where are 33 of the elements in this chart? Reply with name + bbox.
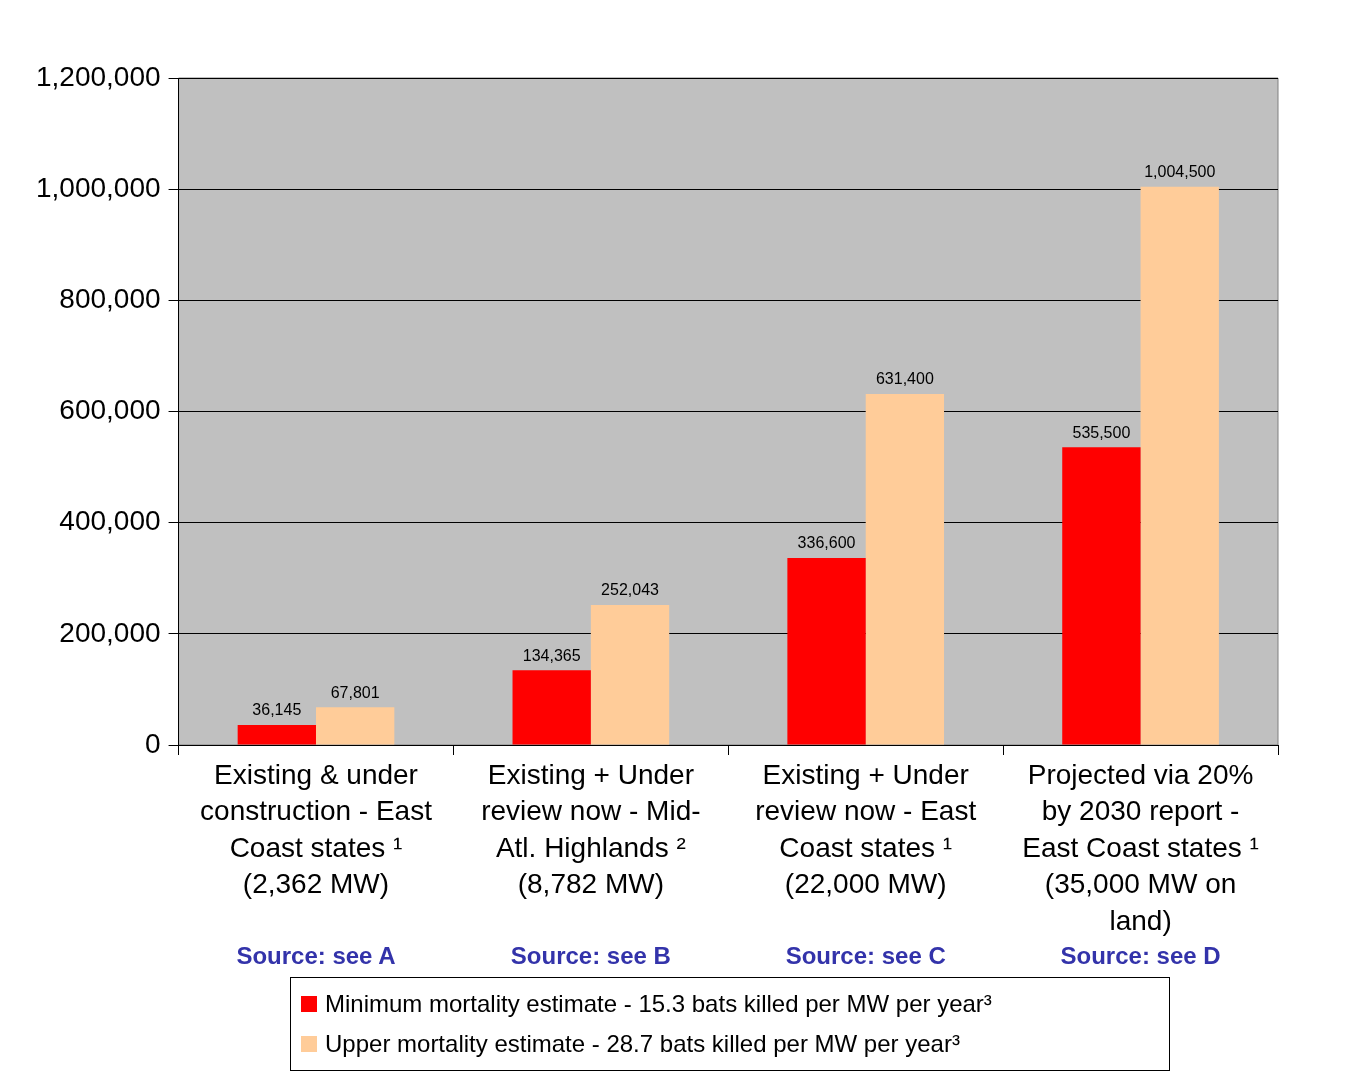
- y-tick-label: 800,000: [59, 283, 161, 315]
- data-label: 134,365: [522, 646, 581, 664]
- bar: [512, 670, 591, 745]
- bar: [315, 707, 395, 745]
- legend-label: Upper mortality estimate - 28.7 bats killed per MW per year³: [325, 1029, 960, 1059]
- source-note: Source: see A: [236, 941, 396, 969]
- y-tick-label: 1,200,000: [35, 60, 161, 92]
- x-tick-label: Existing & under construction - East Coast states ¹ (2,362 MW): [200, 758, 433, 900]
- y-tick-label: 200,000: [59, 616, 161, 648]
- y-tick-label: 400,000: [59, 505, 161, 537]
- data-label: 252,043: [601, 581, 660, 599]
- x-tick-label: Existing + Under review now - Mid- Atl. Highlands ² (8,782 MW): [481, 758, 701, 900]
- data-label: 36,145: [252, 701, 302, 719]
- source-note: Source: see C: [785, 941, 946, 969]
- bar: [865, 394, 945, 745]
- x-tick-label: Existing + Under review now - East Coast states ¹ (22,000 MW): [755, 758, 977, 900]
- source-note: Source: see B: [510, 941, 671, 969]
- data-label: 336,600: [797, 534, 856, 552]
- bar: [237, 724, 316, 745]
- y-tick-label: 1,000,000: [35, 171, 161, 203]
- bar: [1140, 186, 1219, 745]
- data-label: 67,801: [330, 683, 380, 701]
- bar: [590, 604, 670, 745]
- data-label: 631,400: [875, 370, 934, 388]
- bar: [1062, 447, 1141, 745]
- data-label: 1,004,500: [1144, 163, 1216, 181]
- x-tick-label: Projected via 20% by 2030 report - East Coast states ¹ (35,000 MW on land): [1022, 758, 1259, 936]
- y-tick-label: 600,000: [59, 394, 161, 426]
- legend-label: Minimum mortality estimate - 15.3 bats killed per MW per year³: [325, 989, 992, 1019]
- bar: [787, 557, 866, 745]
- y-tick-label: 0: [144, 727, 161, 759]
- data-label: 535,500: [1072, 423, 1131, 441]
- source-note: Source: see D: [1060, 941, 1221, 969]
